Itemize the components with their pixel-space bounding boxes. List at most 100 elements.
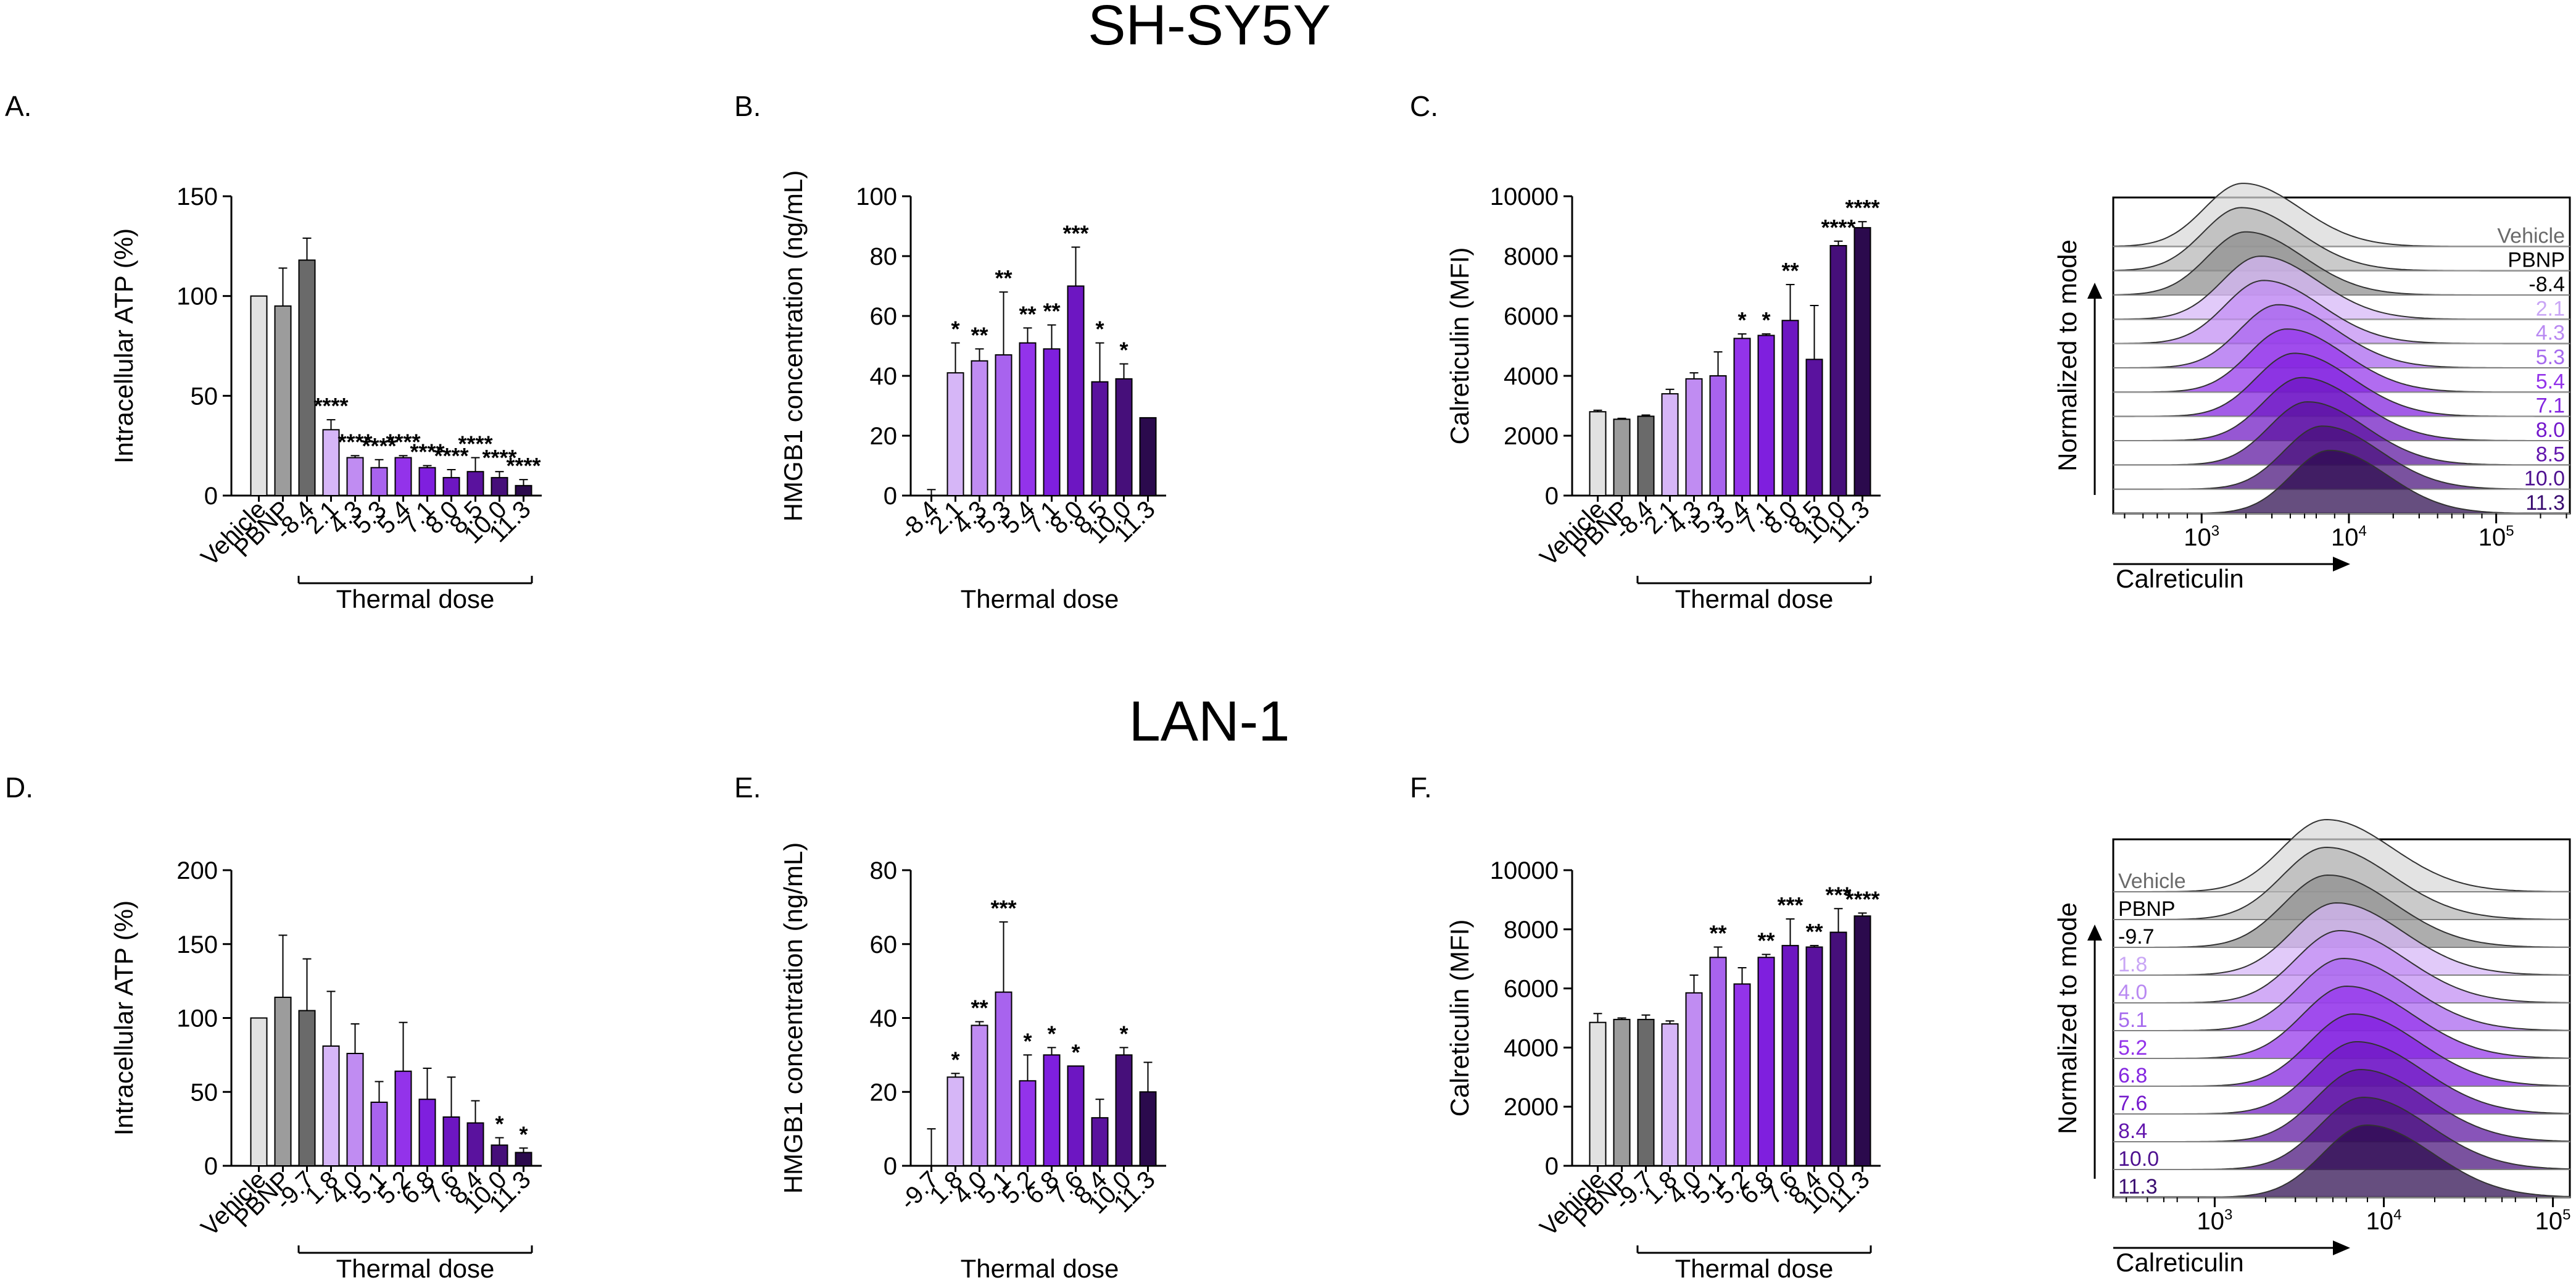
significance-marker: **** <box>1845 195 1879 220</box>
x-tick-base: 10 <box>2331 524 2359 551</box>
x-tick-exponent: 4 <box>2359 523 2367 539</box>
y-tick-label: 50 <box>191 383 218 410</box>
x-tick-label: 103 <box>2184 523 2219 551</box>
y-tick-label: 4000 <box>1504 1034 1559 1062</box>
bar-PBNP <box>1613 418 1631 497</box>
significance-marker: * <box>1071 1039 1080 1065</box>
bar-10.0 <box>1115 1054 1133 1166</box>
significance-marker: **** <box>410 439 444 465</box>
bar-8.4 <box>1091 1117 1109 1166</box>
chart-panel-f: 0 2000 4000 6000 8000 10000 Calreticulin (MFI)… <box>1445 857 1881 1283</box>
bar-11.3 <box>1139 1091 1157 1166</box>
bar--9.7 <box>1637 1018 1655 1167</box>
bar-4.3 <box>1685 378 1703 496</box>
panel-label-c: C. <box>1410 90 1438 122</box>
x-axis-label: Thermal dose <box>961 584 1119 613</box>
bar-PBNP <box>274 996 292 1166</box>
x-tick-base: 10 <box>2366 1208 2394 1235</box>
bar--9.7 <box>298 1010 316 1167</box>
bar-PBNP <box>1613 1018 1631 1167</box>
significance-marker: ** <box>1043 299 1060 324</box>
flow-y-axis-label: Normalized to mode <box>2053 239 2082 472</box>
histogram-legend-label: PBNP <box>2508 249 2565 272</box>
histogram-legend-label: Vehicle <box>2118 870 2186 893</box>
histogram-legend-label: 4.0 <box>2118 981 2147 1004</box>
bar-8.0 <box>1067 285 1085 496</box>
bar-1.8 <box>1661 1023 1679 1166</box>
significance-marker: * <box>1119 1021 1128 1046</box>
bar--8.4 <box>298 259 316 496</box>
bar-PBNP <box>274 305 292 496</box>
y-tick-label: 100 <box>176 1005 218 1032</box>
bar-7.1 <box>1043 348 1061 496</box>
x-tick-base: 10 <box>2535 1208 2563 1235</box>
x-tick-label: 105 <box>2479 523 2514 551</box>
significance-marker: ** <box>1757 928 1775 954</box>
histogram-legend-label: PBNP <box>2118 897 2176 921</box>
significance-marker: **** <box>482 445 516 470</box>
bar-6.8 <box>418 1099 436 1166</box>
histogram-legend-label: 6.8 <box>2118 1064 2147 1087</box>
x-tick-label: 105 <box>2535 1207 2571 1235</box>
y-tick-label: 100 <box>856 183 897 210</box>
y-tick-label: 100 <box>176 283 218 310</box>
bar-2.1 <box>1661 393 1679 496</box>
y-tick-label: 0 <box>1545 483 1559 510</box>
histogram-legend-label: -9.7 <box>2118 925 2155 949</box>
bar-5.1 <box>370 1102 388 1167</box>
bar-Vehicle <box>1589 1021 1607 1167</box>
bar-5.2 <box>1019 1080 1037 1166</box>
y-tick-label: 50 <box>191 1079 218 1106</box>
significance-marker: ** <box>1805 919 1823 944</box>
y-tick-label: 200 <box>176 857 218 884</box>
significance-marker: * <box>1047 1021 1056 1046</box>
y-axis-label: HMGB1 concentration (ng/mL) <box>779 170 808 522</box>
significance-marker: * <box>1762 307 1770 333</box>
x-tick-label: 104 <box>2366 1207 2402 1235</box>
y-tick-label: 150 <box>176 183 218 210</box>
bar--8.4 <box>1637 415 1655 496</box>
significance-marker: * <box>951 1047 959 1072</box>
flow-x-axis-label: Calreticulin <box>2116 564 2244 593</box>
bar-7.1 <box>418 467 436 497</box>
title-top: SH-SY5Y <box>1088 0 1331 57</box>
y-tick-label: 20 <box>870 423 898 450</box>
significance-marker: **** <box>1821 215 1855 240</box>
bar-7.6 <box>1781 945 1799 1167</box>
bar-8.5 <box>466 471 484 497</box>
x-tick-exponent: 3 <box>2224 1207 2232 1223</box>
y-tick-label: 10000 <box>1490 183 1559 210</box>
histogram-legend-label: 5.3 <box>2536 346 2565 369</box>
bar-8.5 <box>1805 359 1823 497</box>
significance-marker: ** <box>1709 921 1726 946</box>
significance-marker: **** <box>434 443 468 468</box>
significance-marker: *** <box>1062 220 1088 246</box>
y-tick-label: 80 <box>870 243 898 270</box>
x-tick-exponent: 3 <box>2211 523 2219 539</box>
bar-7.6 <box>442 1116 460 1166</box>
bar-10.0 <box>1829 931 1847 1166</box>
y-tick-label: 2000 <box>1504 1094 1559 1121</box>
bar-6.8 <box>1757 957 1775 1167</box>
histogram-legend-label: -8.4 <box>2528 273 2565 296</box>
significance-marker: * <box>1023 1028 1032 1053</box>
y-tick-label: 40 <box>870 363 898 390</box>
x-arrow-head <box>2333 557 2350 571</box>
significance-marker: **** <box>338 429 372 454</box>
bar-2.1 <box>322 429 340 496</box>
bar-1.8 <box>322 1045 340 1166</box>
bar-5.3 <box>1709 375 1727 496</box>
panel-label-b: B. <box>734 90 761 122</box>
bar-5.3 <box>995 354 1013 496</box>
y-tick-label: 60 <box>870 303 898 330</box>
bar-4.0 <box>346 1052 364 1166</box>
bar-4.0 <box>971 1024 988 1166</box>
significance-marker: * <box>1095 317 1104 342</box>
bar-11.3 <box>1139 417 1157 497</box>
bar-5.3 <box>370 467 388 497</box>
histogram-legend-label: 10.0 <box>2118 1147 2159 1171</box>
bar-4.3 <box>346 457 364 496</box>
x-tick-exponent: 5 <box>2562 1207 2570 1223</box>
